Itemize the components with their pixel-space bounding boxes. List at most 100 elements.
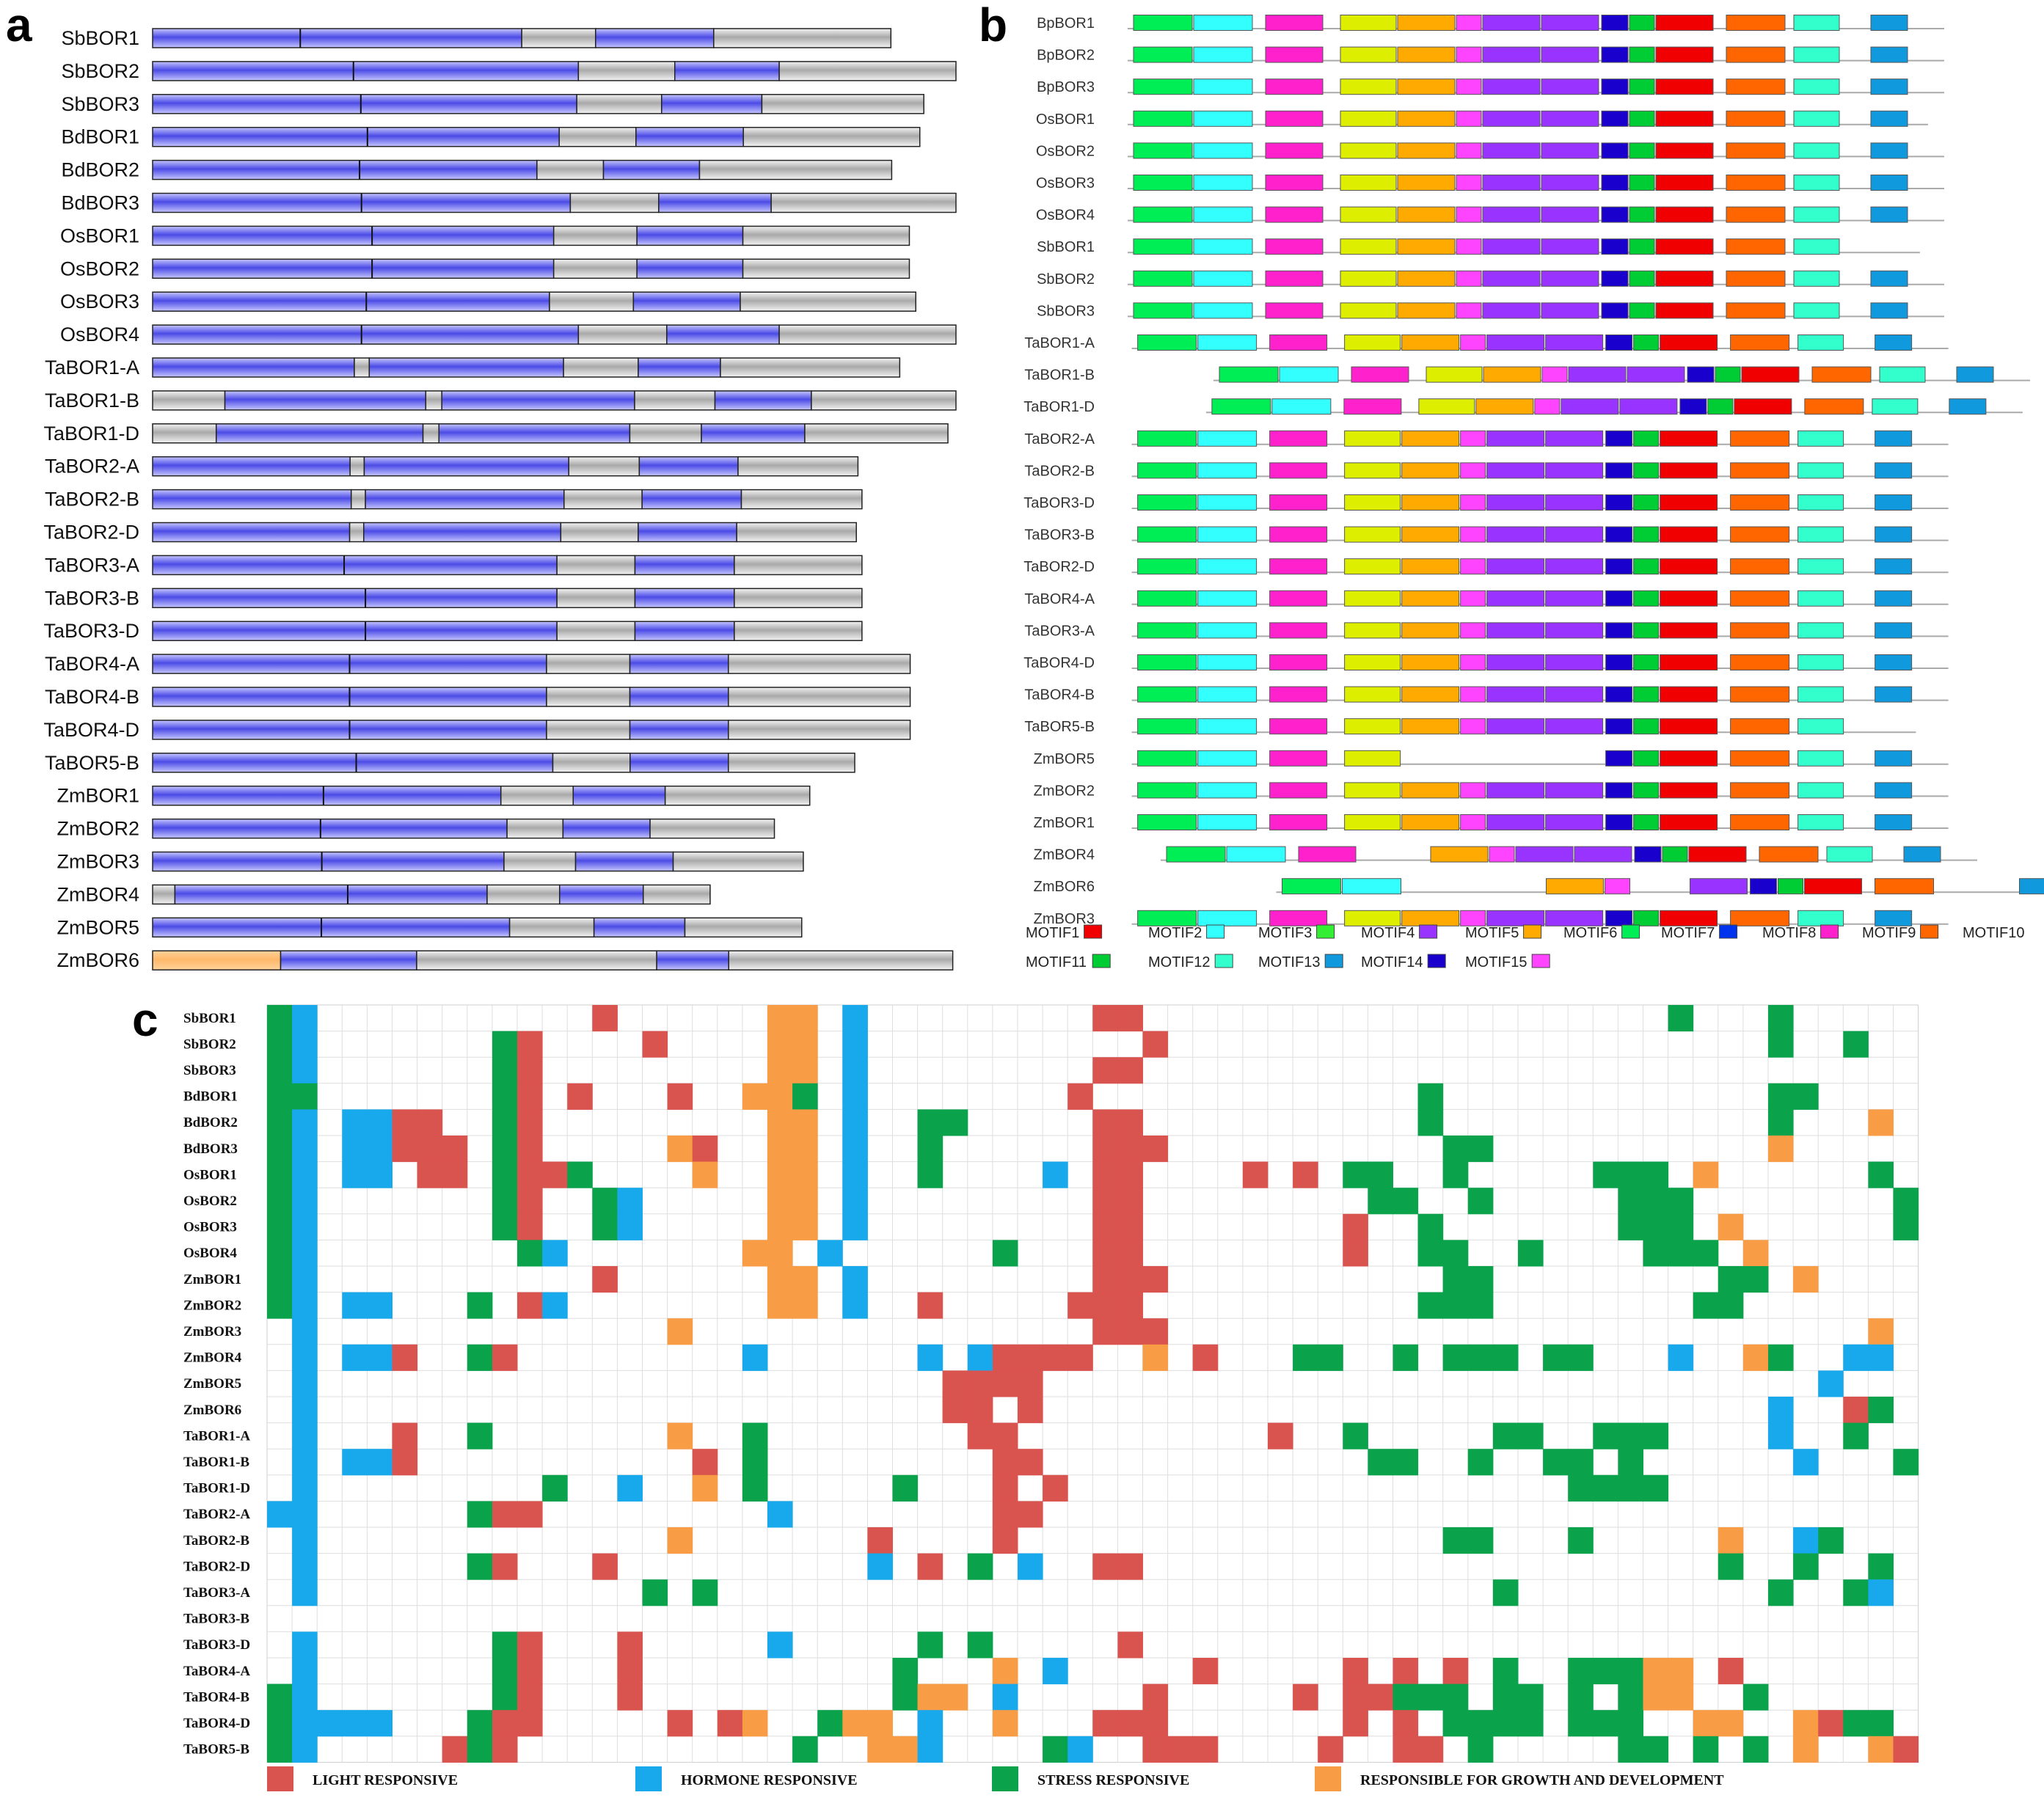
motif-box xyxy=(1655,78,1714,95)
heatmap-row-label: TaBOR4-D xyxy=(183,1716,250,1731)
motif-legend-swatch xyxy=(1531,954,1550,968)
motif-box xyxy=(1715,366,1741,383)
motif-box xyxy=(1545,718,1604,735)
motif-box xyxy=(1633,462,1660,479)
heatmap-cell xyxy=(342,1292,368,1319)
motif-box xyxy=(1482,78,1541,95)
gene-segment xyxy=(152,390,226,411)
heatmap-cell xyxy=(1142,1344,1169,1371)
motif-box xyxy=(1545,430,1604,447)
heatmap-cell xyxy=(1768,1005,1794,1032)
motif-box xyxy=(1456,142,1482,159)
heatmap-cell xyxy=(1142,1683,1169,1711)
heatmap-cell xyxy=(617,1683,643,1711)
motif-box xyxy=(1726,302,1786,319)
motif-box xyxy=(1351,366,1409,383)
motif-box xyxy=(1197,558,1258,575)
heatmap-cell xyxy=(1818,1710,1844,1737)
motif-box xyxy=(1269,590,1328,607)
motif-gene-label: BpBOR2 xyxy=(1037,48,1095,64)
motif-box xyxy=(1397,142,1456,159)
heatmap-cell xyxy=(1092,1292,1118,1319)
gene-segment xyxy=(734,621,863,641)
heatmap-cell xyxy=(492,1501,518,1528)
heatmap-cell xyxy=(742,1083,768,1110)
heatmap-cell xyxy=(517,1631,543,1659)
motif-box xyxy=(1793,110,1840,127)
motif-box xyxy=(1137,622,1197,639)
heatmap-cell xyxy=(592,1005,618,1032)
heatmap-cell xyxy=(292,1683,318,1711)
gene-structure-panel: SbBOR1 SbBOR2 SbBOR3 BdBOR1 BdBOR2 BdBOR3 OsBO… xyxy=(43,27,957,971)
motif-box xyxy=(1660,910,1718,926)
heatmap-cell xyxy=(392,1422,418,1449)
heatmap-cell xyxy=(767,1266,793,1293)
heatmap-cell xyxy=(542,1240,568,1267)
heatmap-cell xyxy=(1843,1031,1869,1058)
heatmap-cell xyxy=(1868,1710,1894,1737)
motif-box xyxy=(1486,782,1545,799)
heatmap-cell xyxy=(1417,1292,1444,1319)
heatmap-cell xyxy=(1618,1213,1643,1240)
heatmap-cell xyxy=(417,1109,443,1136)
motif-box xyxy=(1197,718,1258,735)
heatmap-cell xyxy=(1568,1344,1594,1371)
gene-label: TaBOR3-D xyxy=(43,620,139,642)
motif-box xyxy=(1269,782,1328,799)
motif-gene-label: OsBOR4 xyxy=(1036,208,1095,224)
heatmap-cell xyxy=(842,1136,868,1163)
motif-box xyxy=(1401,462,1460,479)
heatmap-cell xyxy=(367,1136,393,1163)
motif-box xyxy=(1660,558,1718,575)
motif-box xyxy=(1430,846,1489,863)
motif-box xyxy=(1730,590,1790,607)
motif-box xyxy=(1629,206,1655,223)
motif-box xyxy=(1870,206,1908,223)
heatmap-cell xyxy=(692,1579,718,1606)
heatmap-cell xyxy=(1818,1527,1844,1554)
gene-segment xyxy=(649,818,775,839)
motif-box xyxy=(1804,878,1862,895)
motif-box xyxy=(1726,46,1786,63)
motif-box xyxy=(1534,398,1561,415)
heatmap-cell xyxy=(1192,1658,1219,1685)
heatmap-cell xyxy=(1643,1161,1669,1188)
motif-legend-label: MOTIF12 xyxy=(1148,954,1210,970)
gene-label: TaBOR2-A xyxy=(45,456,139,478)
motif-box xyxy=(1629,110,1655,127)
motif-legend-label: MOTIF1 xyxy=(1026,925,1079,941)
gene-label: ZmBOR6 xyxy=(56,949,139,971)
motif-box xyxy=(1460,430,1486,447)
heatmap-cell xyxy=(1343,1213,1368,1240)
heatmap-cell xyxy=(917,1683,943,1711)
heatmap-cell xyxy=(1593,1710,1618,1737)
heatmap-cell xyxy=(1092,1240,1118,1267)
heatmap-cell xyxy=(1693,1240,1719,1267)
gene-segment xyxy=(658,192,772,213)
heatmap-cell xyxy=(867,1553,893,1580)
heatmap-cell xyxy=(1117,1631,1143,1659)
heatmap-cell xyxy=(367,1109,393,1136)
motif-box xyxy=(1875,654,1913,670)
motif-box xyxy=(1730,686,1790,703)
gene-segment xyxy=(595,28,715,48)
motif-box xyxy=(1137,782,1197,799)
heatmap-cell xyxy=(817,1710,843,1737)
heatmap-cell xyxy=(1843,1422,1869,1449)
gene-segment xyxy=(368,357,564,378)
motif-box xyxy=(1730,526,1790,543)
heatmap-cell xyxy=(1693,1736,1719,1763)
motif-box xyxy=(1734,398,1792,415)
motif-box xyxy=(1483,366,1541,383)
motif-box xyxy=(1515,846,1574,863)
motif-box xyxy=(1269,910,1328,926)
heatmap-cell xyxy=(542,1292,568,1319)
heatmap-cell xyxy=(867,1527,893,1554)
motif-gene-label: BpBOR3 xyxy=(1037,79,1095,95)
motif-box xyxy=(1605,558,1633,575)
motif-box xyxy=(1456,238,1482,255)
heatmap-cell xyxy=(992,1449,1018,1476)
heatmap-cell xyxy=(1142,1736,1169,1763)
heatmap-cell xyxy=(342,1136,368,1163)
motif-box xyxy=(1872,398,1919,415)
